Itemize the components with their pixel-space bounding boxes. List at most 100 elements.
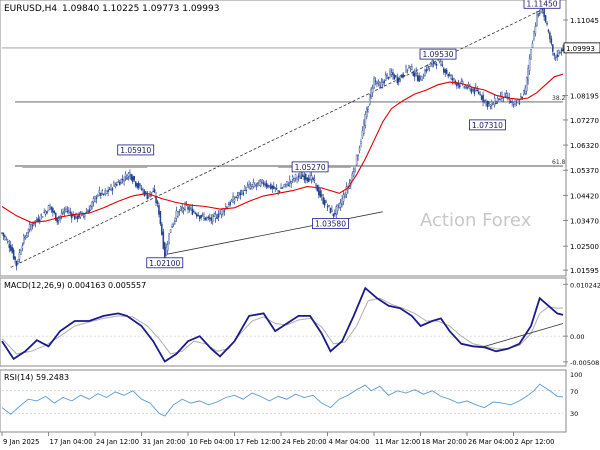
- candle-body: [24, 236, 27, 239]
- candle-body: [258, 180, 260, 186]
- candle-body: [322, 197, 324, 204]
- candle-body: [254, 184, 256, 187]
- candle-body: [174, 220, 176, 222]
- price-label: 1.07310: [472, 121, 503, 130]
- candle-body: [36, 219, 38, 221]
- candle-body: [277, 190, 279, 192]
- candle-body: [102, 193, 105, 195]
- candle-body: [201, 214, 204, 216]
- candle-body: [172, 222, 175, 225]
- candle-body: [255, 184, 258, 186]
- candle-body: [524, 87, 526, 94]
- candle-body: [534, 26, 537, 34]
- candle-body: [44, 210, 47, 215]
- candle-body: [562, 48, 564, 52]
- rsi-tick-label: 100: [570, 371, 582, 379]
- current-price-box: [563, 42, 600, 54]
- candle-body: [512, 102, 515, 105]
- candle-body: [305, 174, 307, 180]
- candle-body: [146, 194, 149, 200]
- candle-body: [309, 175, 311, 181]
- candle-body: [403, 75, 406, 77]
- candle-body: [318, 188, 320, 196]
- candle-body: [88, 209, 90, 213]
- candle-body: [402, 73, 404, 78]
- candle-body: [387, 77, 390, 79]
- price-label-box: [469, 119, 506, 131]
- time-tick-label: 17 Jan 04:00: [50, 438, 93, 446]
- candle-body: [243, 186, 246, 191]
- candle-body: [398, 77, 400, 83]
- candle-body: [203, 216, 205, 219]
- rsi-panel: RSI(14) 59.2483 100 70 30: [0, 369, 582, 433]
- candle-body: [233, 199, 236, 202]
- macd-signal-line: [1, 297, 564, 355]
- candle-body: [66, 210, 69, 212]
- candle-body: [331, 209, 333, 212]
- time-tick-label: 2 Apr 12:00: [515, 438, 555, 446]
- candle-body: [261, 179, 263, 183]
- candle-body: [229, 201, 231, 205]
- fib-level-label: 61.8: [552, 159, 566, 166]
- time-tick-label: 4 Mar 04:00: [329, 438, 370, 446]
- candle-body: [278, 191, 281, 193]
- candle-body: [504, 92, 506, 97]
- candle-body: [238, 192, 240, 196]
- candle-body: [546, 22, 548, 25]
- candle-body: [550, 38, 553, 44]
- candle-body: [31, 225, 34, 227]
- candle-body: [117, 181, 120, 183]
- candle-body: [190, 207, 192, 209]
- rsi-axis: 100 70 30: [570, 371, 582, 418]
- candle-body: [110, 184, 112, 191]
- candle-body: [262, 182, 265, 185]
- candle-body: [8, 244, 11, 248]
- candle-body: [422, 77, 425, 79]
- candle-body: [230, 199, 233, 202]
- candle-body: [242, 192, 245, 195]
- candle-body: [193, 210, 195, 213]
- candle-body: [495, 102, 497, 104]
- candle-body: [379, 84, 381, 88]
- candle-body: [384, 74, 387, 81]
- candle-body: [383, 80, 385, 83]
- candle-body: [312, 177, 314, 180]
- candle-body: [259, 181, 262, 187]
- candle-body: [133, 176, 136, 181]
- candle-body: [547, 29, 550, 32]
- candle-body: [86, 211, 89, 214]
- price-tick-label: 1.05370: [570, 167, 599, 175]
- candle-body: [527, 68, 529, 81]
- candle-body: [28, 224, 31, 230]
- candle-body: [188, 208, 191, 210]
- candle-body: [441, 64, 444, 66]
- candle-body: [307, 177, 310, 183]
- candle-body: [182, 208, 185, 211]
- candle-body: [486, 100, 489, 107]
- candle-body: [373, 77, 375, 88]
- macd-axis: 0.010242 0.00 -0.005081: [563, 281, 600, 367]
- candle-body: [126, 177, 128, 180]
- candle-body: [421, 79, 423, 81]
- candle-body: [485, 101, 487, 103]
- candle-body: [515, 102, 518, 104]
- time-tick-label: 24 Feb 20:00: [282, 438, 327, 446]
- candle-body: [351, 173, 354, 180]
- price-label-box: [523, 0, 561, 9]
- candle-body: [194, 212, 197, 214]
- candle-body: [358, 147, 361, 152]
- candle-body: [428, 66, 431, 69]
- candle-body: [62, 212, 64, 214]
- candle-body: [181, 207, 183, 212]
- candle-body: [9, 245, 12, 251]
- candle-body: [69, 211, 72, 214]
- candle-body: [23, 235, 25, 244]
- candle-body: [134, 181, 137, 187]
- macd-label: MACD(12,26,9) 0.004163 0.005557: [4, 281, 146, 290]
- price-labels: 1.05910 1.02100 1.05270 1.03580 1.09530 1.073…: [117, 0, 561, 269]
- candle-body: [116, 184, 118, 186]
- candle-body: [78, 214, 80, 218]
- candle-body: [100, 193, 102, 196]
- candle-body: [389, 70, 391, 76]
- price-label: 1.11450: [527, 0, 558, 8]
